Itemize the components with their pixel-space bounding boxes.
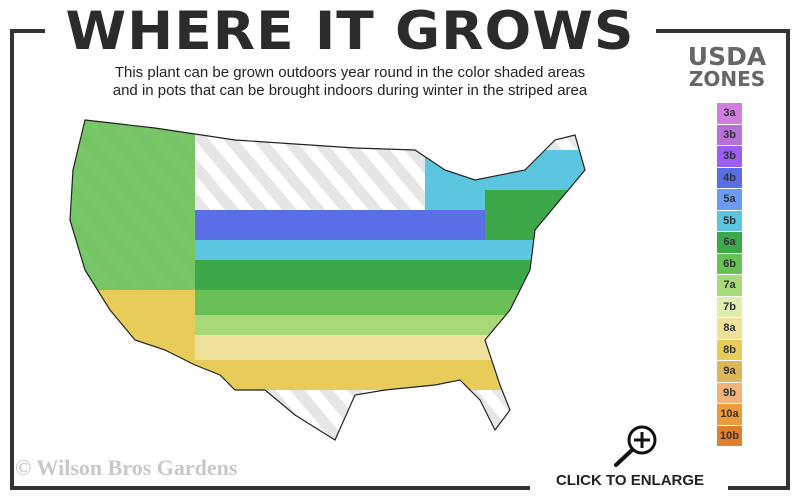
legend-zone-9a: 9a [717, 361, 742, 382]
page-title: WHERE IT GROWS [65, 0, 635, 62]
legend-zone-5a: 5a [717, 189, 742, 210]
legend-title-zones: ZONES [688, 67, 766, 91]
frame-top-left [10, 29, 45, 33]
legend-zone-3b: 3b [717, 124, 742, 145]
click-to-enlarge-button[interactable]: CLICK TO ENLARGE [530, 420, 730, 495]
legend-zone-4b: 4b [717, 167, 742, 188]
copyright-watermark: © Wilson Bros Gardens [15, 455, 238, 480]
click-to-enlarge-label: CLICK TO ENLARGE [555, 472, 705, 489]
legend-zone-6a: 6a [717, 232, 742, 253]
legend-zone-8a: 8a [717, 318, 742, 339]
subtitle-line-2: and in pots that can be brought indoors … [112, 82, 588, 99]
subtitle: This plant can be grown outdoors year ro… [40, 64, 660, 100]
legend-zone-7a: 7a [717, 275, 742, 296]
legend-zone-3b: 3b [717, 146, 742, 167]
legend-zone-7b: 7b [717, 296, 742, 317]
frame-top-right [656, 29, 790, 33]
legend-zone-6b: 6b [717, 253, 742, 274]
usda-zone-map[interactable] [55, 110, 595, 450]
legend-zone-10b: 10b [717, 425, 742, 446]
subtitle-line-1: This plant can be grown outdoors year ro… [114, 64, 586, 81]
legend-zone-3a: 3a [717, 103, 742, 124]
zone-legend: 3a 3b 3b 4b 5a 5b 6a 6b 7a 7b 8a 8b 9a 9b 10a 10b [717, 103, 742, 447]
map-zones [70, 120, 585, 440]
legend-title-usda: USDA [687, 42, 767, 71]
legend-zone-10a: 10a [717, 404, 742, 425]
zoom-in-magnifier-icon [614, 425, 657, 467]
us-outline [69, 119, 586, 441]
legend-title: USDA ZONES [672, 42, 782, 91]
frame-bottom-right [728, 486, 790, 490]
frame-bottom-left [10, 486, 530, 490]
frame-left [10, 29, 14, 490]
legend-zone-9b: 9b [717, 382, 742, 403]
legend-zone-5b: 5b [717, 210, 742, 231]
frame-right [786, 29, 790, 490]
legend-zone-8b: 8b [717, 339, 742, 360]
